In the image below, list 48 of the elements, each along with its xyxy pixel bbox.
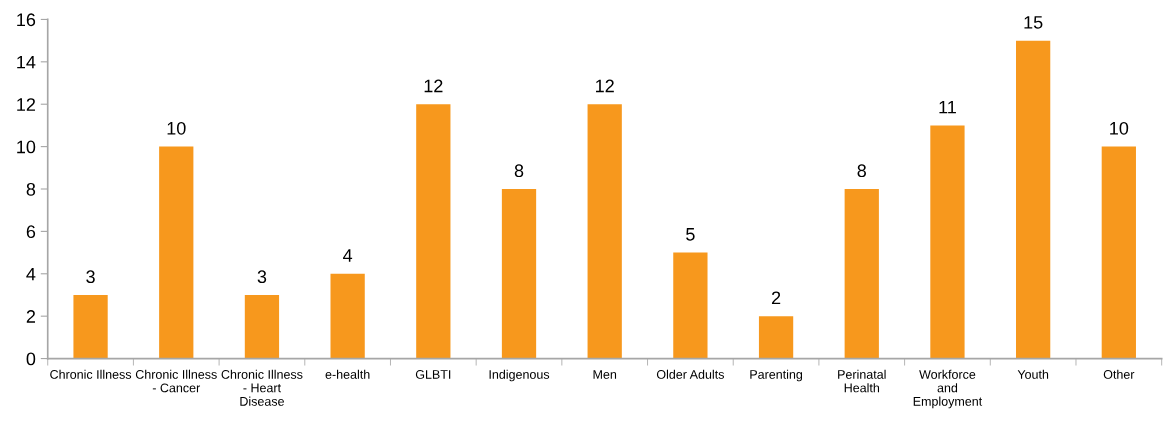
- x-tick-label: e-health: [325, 369, 370, 379]
- y-tick-label: 0: [26, 352, 36, 366]
- bar: [416, 104, 451, 359]
- y-tick-label: 8: [26, 182, 36, 196]
- bar: [673, 252, 708, 359]
- bar: [244, 294, 280, 359]
- bar: [1101, 146, 1136, 359]
- data-label: 12: [424, 79, 443, 93]
- y-tick-label: 6: [26, 225, 36, 239]
- data-label: 11: [939, 100, 956, 114]
- x-tick-label: Parenting: [750, 369, 803, 382]
- data-label: 15: [1024, 16, 1043, 29]
- x-tick-label: GLBTI: [415, 370, 451, 379]
- data-label: 12: [596, 79, 614, 93]
- bar: [159, 146, 194, 359]
- bar: [587, 104, 622, 359]
- x-tick-label: Perinatal Health: [838, 369, 886, 393]
- bar: [758, 316, 794, 359]
- y-tick-label: 12: [17, 98, 36, 111]
- x-tick-label: Older Adults: [656, 369, 724, 379]
- data-label: 2: [771, 291, 781, 305]
- bar: [930, 125, 965, 359]
- data-label: 8: [514, 164, 524, 178]
- x-tick-label: Other: [1103, 369, 1135, 379]
- data-label: 8: [857, 164, 866, 178]
- y-tick-label: 10: [17, 140, 36, 154]
- x-tick-label: Chronic Illness - Heart Disease: [221, 369, 303, 406]
- x-tick-label: Chronic Illness - Cancer: [135, 369, 217, 393]
- data-label: 4: [343, 249, 353, 262]
- y-tick-label: 4: [26, 267, 36, 281]
- bar: [73, 294, 108, 359]
- data-label: 10: [167, 121, 186, 135]
- data-label: 3: [257, 270, 267, 284]
- x-tick-label: Men: [593, 370, 617, 379]
- y-tick-label: 2: [26, 310, 36, 323]
- bar: [1016, 40, 1051, 359]
- data-label: 10: [1110, 121, 1129, 135]
- x-tick-label: Chronic Illness: [50, 369, 132, 379]
- x-tick-label: Indigenous: [489, 369, 550, 382]
- bar: [844, 189, 879, 359]
- data-label: 3: [86, 270, 95, 284]
- x-tick-label: Workforce and Employment: [913, 369, 983, 409]
- y-tick-label: 16: [17, 13, 36, 27]
- bar: [501, 189, 537, 359]
- bar: [330, 273, 365, 359]
- data-label: 5: [686, 228, 695, 241]
- y-tick-label: 14: [17, 55, 36, 69]
- x-tick-label: Youth: [1017, 369, 1049, 379]
